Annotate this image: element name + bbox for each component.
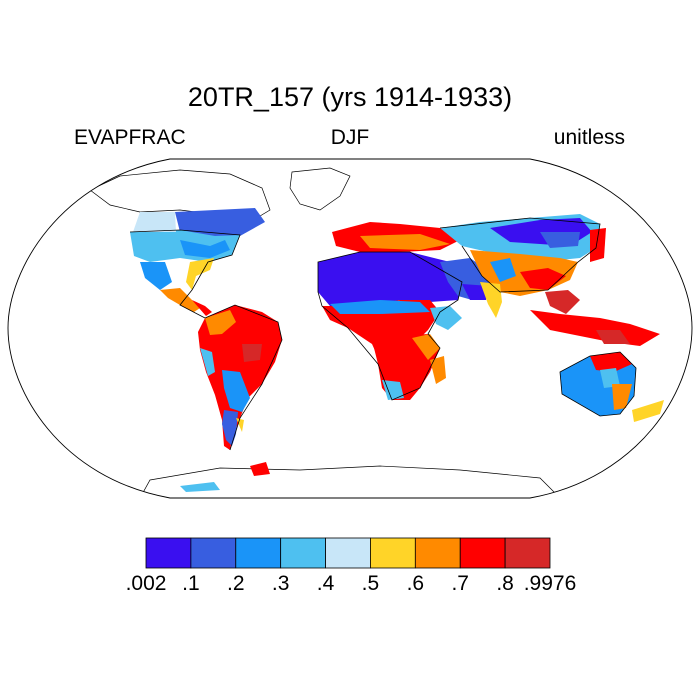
legend-tick-label: .1 xyxy=(182,572,200,595)
europe-africa xyxy=(318,222,462,400)
legend-swatch xyxy=(504,537,551,569)
legend-swatch xyxy=(370,537,416,569)
legend-swatch xyxy=(325,537,371,569)
legend-tick-label: .4 xyxy=(316,572,335,595)
legend-tick-label: .3 xyxy=(271,572,290,595)
legend-swatch xyxy=(145,537,192,569)
greenland xyxy=(289,167,351,211)
north-america xyxy=(89,169,271,316)
variable-label: EVAPFRAC xyxy=(74,126,186,149)
australia xyxy=(560,352,664,422)
legend-tick-label: .5 xyxy=(361,572,380,595)
legend-swatch xyxy=(235,537,282,569)
asia xyxy=(440,214,660,346)
legend-tick-label: .7 xyxy=(451,572,469,595)
legend-tick-label: .6 xyxy=(406,572,425,595)
south-america xyxy=(198,305,282,450)
units-label: unitless xyxy=(553,126,625,149)
legend-tick-label: .8 xyxy=(496,572,514,595)
legend-tick-label: .002 xyxy=(125,572,167,595)
antarctica xyxy=(139,462,561,498)
legend-tick-label: .9976 xyxy=(523,572,577,595)
legend-swatch xyxy=(414,537,461,569)
legend-swatch xyxy=(280,537,326,569)
map-border xyxy=(7,158,693,499)
legend-swatch xyxy=(190,537,237,569)
season-label: DJF xyxy=(330,126,370,149)
map-title: 20TR_157 (yrs 1914-1933) xyxy=(187,82,513,112)
coastlines xyxy=(129,217,637,451)
legend-tick-label: .2 xyxy=(227,572,245,595)
legend-swatch xyxy=(459,537,506,569)
